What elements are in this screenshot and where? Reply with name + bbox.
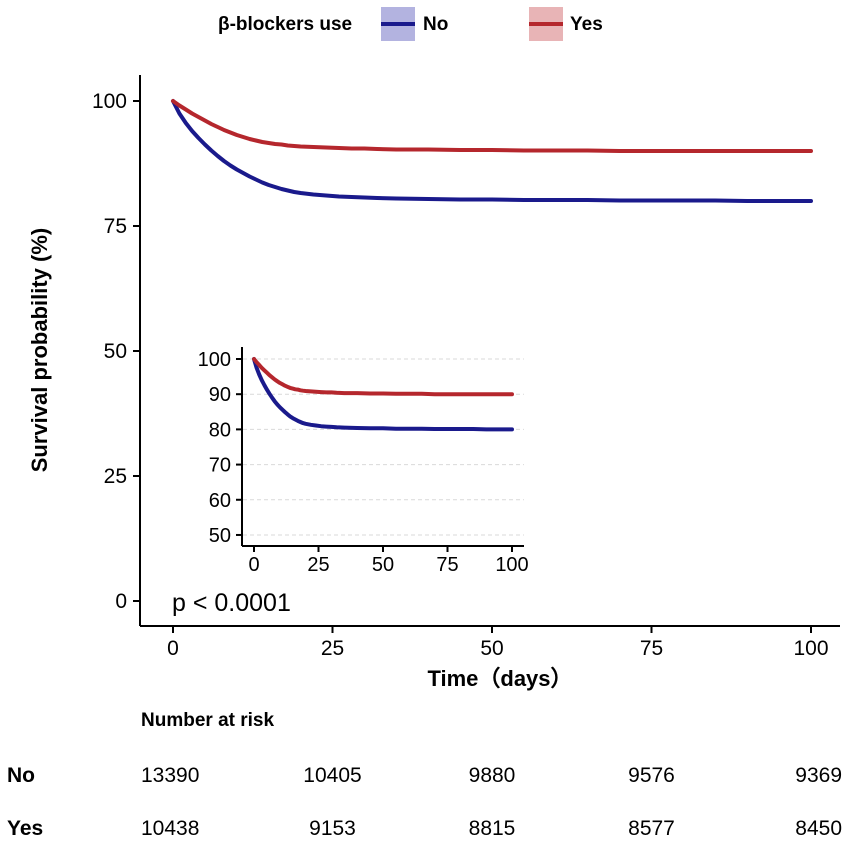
survival-curve-no	[171, 99, 813, 203]
x-tick-label: 25	[321, 637, 344, 660]
risk-cell-no: 10405	[303, 764, 361, 787]
risk-cell-no: 9880	[469, 764, 516, 787]
y-tick-label: 75	[104, 215, 127, 238]
inset-y-tick-label: 70	[209, 455, 231, 477]
risk-cell-no: 9369	[795, 764, 842, 787]
x-ticks: 0 25 50 75 100	[167, 626, 829, 660]
survival-curve-yes	[171, 99, 813, 153]
legend-title: β-blockers use	[218, 14, 352, 35]
risk-cell-no: 13390	[141, 764, 199, 787]
y-ticks: 0 25 50 75 100	[92, 90, 140, 613]
p-value-annotation: p < 0.0001	[172, 589, 291, 617]
inset-y-tick-label: 80	[209, 419, 231, 441]
legend-label-yes: Yes	[570, 14, 603, 35]
legend-label-no: No	[423, 14, 448, 35]
inset-background	[242, 347, 524, 546]
inset-curve-yes	[252, 357, 514, 397]
x-tick-label: 75	[640, 637, 663, 660]
risk-cell-yes: 8450	[795, 817, 842, 840]
risk-table: Number at risk No Yes 13390 10405 9880 9576…	[7, 710, 842, 840]
inset-x-tick-label: 25	[307, 554, 329, 576]
risk-cell-yes: 10438	[141, 817, 199, 840]
risk-cell-no: 9576	[628, 764, 675, 787]
y-axis-title: Survival probability (%)	[27, 228, 52, 473]
inset-chart: 50 60 70 80 90 100 0 25 50 75 100	[198, 347, 529, 576]
inset-x-tick-label: 75	[436, 554, 458, 576]
risk-cell-yes: 8815	[469, 817, 516, 840]
inset-y-tick-label: 50	[209, 525, 231, 547]
inset-x-tick-label: 100	[495, 554, 528, 576]
inset-y-ticks: 50 60 70 80 90 100	[198, 349, 242, 547]
x-tick-label: 50	[480, 637, 503, 660]
x-tick-label: 100	[793, 637, 828, 660]
y-tick-label: 25	[104, 465, 127, 488]
inset-x-tick-label: 50	[372, 554, 394, 576]
y-tick-label: 100	[92, 90, 127, 113]
inset-curve-no	[252, 357, 514, 432]
y-tick-label: 50	[104, 340, 127, 363]
inset-y-tick-label: 60	[209, 490, 231, 512]
inset-x-tick-label: 0	[248, 554, 259, 576]
y-tick-label: 0	[115, 590, 127, 613]
risk-row-label-no: No	[7, 764, 35, 787]
inset-series	[252, 357, 514, 432]
legend: β-blockers use No Yes	[218, 7, 603, 41]
inset-y-tick-label: 90	[209, 384, 231, 406]
x-axis-title: Time（days）	[427, 666, 572, 691]
risk-cell-yes: 9153	[309, 817, 356, 840]
risk-row-label-yes: Yes	[7, 817, 43, 840]
x-tick-label: 0	[167, 637, 179, 660]
main-series	[171, 99, 813, 203]
risk-cell-yes: 8577	[628, 817, 675, 840]
risk-cells: 13390 10405 9880 9576 9369 10438 9153 8815 8577 8…	[141, 764, 842, 840]
inset-y-tick-label: 100	[198, 349, 231, 371]
risk-table-title: Number at risk	[141, 710, 274, 731]
inset-x-ticks: 0 25 50 75 100	[248, 546, 529, 576]
